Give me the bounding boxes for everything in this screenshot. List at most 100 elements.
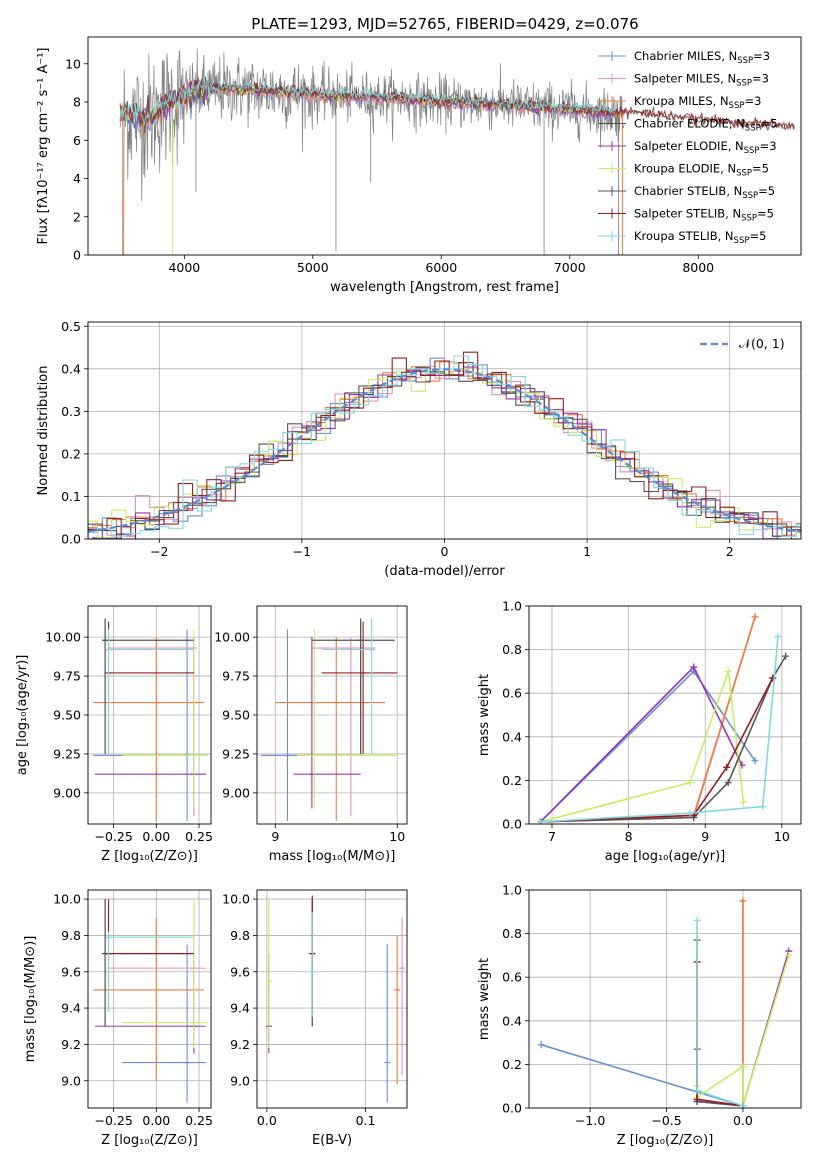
y-axis-label: mass weight (477, 958, 492, 1040)
model-spectrum (120, 76, 795, 131)
y-tick-label: 9.6 (61, 964, 81, 979)
histogram-series (88, 365, 801, 539)
x-tick-label: 8000 (682, 260, 714, 275)
y-axis-label: Flux [fλ10⁻¹⁷ erg cm⁻² s⁻¹ A⁻¹] (36, 48, 51, 245)
x-tick-label: 9 (701, 829, 709, 844)
y-tick-label: 6 (73, 133, 81, 148)
weight-series (539, 670, 756, 823)
mass_vs_Z-plot (93, 899, 208, 1103)
y-tick-label: 0.1 (61, 489, 81, 504)
y-tick-label: 0.4 (502, 1013, 522, 1028)
spectrum-frame (87, 36, 802, 256)
y-tick-label: 9.8 (61, 928, 81, 943)
histogram-series (88, 371, 801, 539)
x-axis-label: (data-model)/error (384, 564, 505, 579)
weight-marker (739, 1063, 747, 1071)
age_vs_Z-plot (93, 618, 208, 821)
age_vs_mass-axes: 9 10 9.00 9.25 9.50 9.75 10.00 (214, 606, 407, 844)
weight-series (540, 636, 779, 823)
y-axis-label: mass weight (477, 674, 492, 756)
y-tick-label: 4 (73, 171, 81, 186)
errorbar-point (321, 618, 376, 754)
errorbar-point (297, 629, 398, 809)
mass_vs_ebv-frame (256, 889, 408, 1109)
weight-marker (723, 763, 731, 771)
weight-series (540, 671, 745, 823)
weight-marker (739, 897, 747, 905)
errorbar-point (122, 629, 208, 809)
weight-marker (740, 798, 748, 806)
errorbar-point (275, 637, 386, 821)
x-tick-label: −0.25 (94, 829, 132, 844)
weight-marker (724, 779, 732, 787)
legend-entry: 𝒩(0, 1) (739, 336, 785, 351)
weight-marker (693, 1087, 701, 1095)
weight_vs_Z-axes: −1.0 −0.5 0.0 0.0 0.2 0.4 0.6 0.8 1.0 (502, 883, 801, 1128)
x-tick-label: 0.25 (185, 829, 213, 844)
residuals-plot (88, 351, 801, 539)
errorbar-point (102, 618, 194, 754)
mass_vs_Z-axes: −0.25 0.00 0.25 9.0 9.2 9.4 9.6 9.8 10.0 (53, 890, 213, 1128)
legend-entry: Chabrier STELIB, NSSP=5 (634, 184, 775, 201)
weight-marker (785, 951, 793, 959)
weight-marker (739, 1102, 747, 1108)
y-tick-label: 0.0 (61, 532, 81, 547)
histogram-series (88, 351, 801, 539)
y-tick-label: 0.0 (502, 817, 522, 832)
y-tick-label: 9.75 (53, 669, 81, 684)
x-tick-label: 2 (726, 544, 734, 559)
weight_vs_Z-plot (537, 897, 793, 1108)
x-tick-label: 0.00 (142, 1113, 170, 1128)
y-tick-label: 0.2 (61, 446, 81, 461)
mass_vs_ebv-plot (265, 895, 406, 1103)
weight-marker (724, 667, 732, 675)
weight_vs_age-frame (528, 605, 802, 825)
spectrum-axes: 4000 5000 6000 7000 8000 0 2 4 6 8 10 (65, 56, 714, 275)
age_vs_Z-axes: −0.25 0.00 0.25 9.00 9.25 9.50 9.75 10.00 (45, 606, 213, 844)
weight-series (540, 677, 774, 823)
y-tick-label: 9.2 (61, 1037, 81, 1052)
y-tick-label: 8 (73, 95, 81, 110)
residuals-frame (87, 321, 802, 540)
y-tick-label: 10.00 (214, 630, 250, 645)
y-tick-label: 1.0 (502, 883, 522, 898)
x-axis-label: Z [log₁₀(Z/Z⊙)] (101, 1133, 198, 1148)
y-tick-label: 10 (65, 56, 81, 71)
y-tick-label: 9.2 (230, 1037, 250, 1052)
y-tick-label: 1.0 (502, 599, 522, 614)
x-tick-label: 6000 (425, 260, 457, 275)
weight-marker (751, 757, 759, 765)
y-tick-label: 9.4 (230, 1001, 250, 1016)
x-axis-label: E(B-V) (312, 1133, 352, 1148)
y-tick-label: 0.4 (61, 361, 81, 376)
y-tick-label: 9.50 (222, 708, 250, 723)
x-tick-label: 7 (548, 829, 556, 844)
histogram-series (88, 369, 801, 538)
weight-marker (774, 633, 782, 641)
weight-marker (751, 613, 759, 621)
x-tick-label: −0.5 (651, 1113, 681, 1128)
errorbar-point (384, 944, 391, 1103)
y-tick-label: 9.00 (53, 785, 81, 800)
age_vs_Z-frame (87, 605, 212, 825)
x-axis-label: Z [log₁₀(Z/Z⊙)] (617, 1133, 714, 1148)
weight-marker (686, 809, 694, 817)
errorbar-point (108, 637, 197, 817)
legend-entry: Salpeter MILES, NSSP=3 (634, 72, 769, 89)
weight-marker (782, 652, 790, 660)
errorbar-point (93, 629, 208, 821)
x-tick-label: 1 (583, 544, 591, 559)
y-tick-label: 9.4 (61, 1001, 81, 1016)
y-tick-label: 0.3 (61, 404, 81, 419)
y-tick-label: 0.4 (502, 729, 522, 744)
x-tick-label: −0.25 (94, 1113, 132, 1128)
x-tick-label: 10 (774, 829, 790, 844)
errorbar-point (311, 637, 376, 817)
x-axis-label: mass [log₁₀(M/M⊙)] (269, 849, 396, 864)
figure-title: PLATE=1293, MJD=52765, FIBERID=0429, z=0… (251, 15, 638, 33)
histogram-series (88, 355, 801, 537)
errorbar-point (105, 931, 194, 1012)
legend-entry: Salpeter ELODIE, NSSP=3 (634, 139, 777, 156)
y-tick-label: 9.0 (230, 1073, 250, 1088)
y-tick-label: 9.75 (222, 669, 250, 684)
